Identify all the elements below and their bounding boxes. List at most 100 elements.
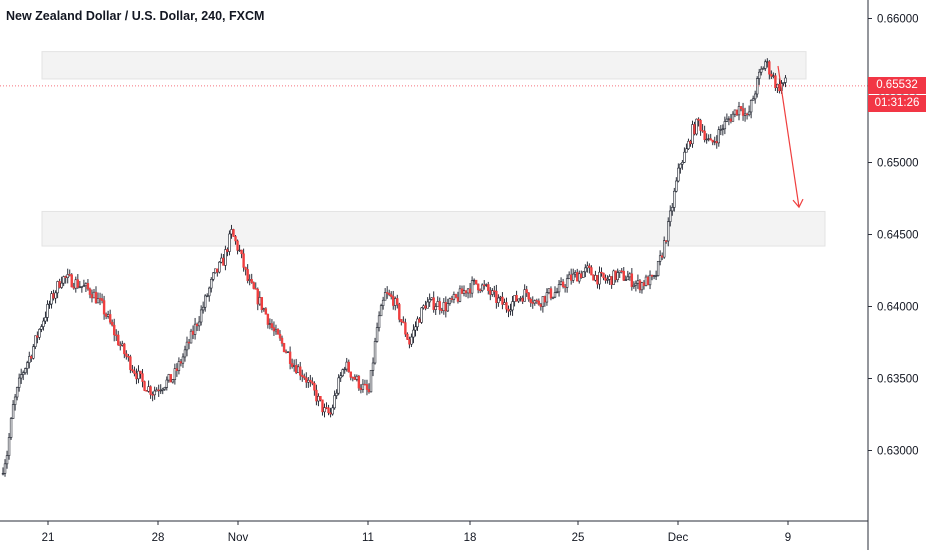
candle bbox=[450, 295, 454, 303]
candle-body bbox=[569, 274, 573, 281]
candle bbox=[648, 270, 652, 290]
candle-body bbox=[78, 286, 82, 288]
candle bbox=[46, 300, 49, 322]
candle bbox=[640, 281, 644, 294]
candle bbox=[727, 116, 731, 126]
candle-body bbox=[539, 304, 543, 307]
candle-body bbox=[582, 271, 585, 278]
candle bbox=[707, 134, 710, 142]
candle-body bbox=[658, 255, 662, 262]
candle-body bbox=[167, 374, 171, 381]
candle-body bbox=[622, 270, 625, 281]
candle bbox=[776, 83, 779, 94]
candle-body bbox=[507, 308, 510, 312]
candle-body bbox=[38, 329, 41, 338]
candle-body bbox=[149, 386, 152, 395]
candle bbox=[40, 324, 43, 333]
candle-body bbox=[416, 318, 419, 328]
candle bbox=[299, 361, 302, 381]
candle-body bbox=[13, 396, 17, 405]
candle bbox=[377, 311, 381, 332]
candle bbox=[248, 274, 251, 286]
candle-body bbox=[240, 249, 243, 255]
candle bbox=[268, 318, 272, 330]
candle-body bbox=[367, 389, 371, 393]
candle-body bbox=[102, 300, 106, 315]
candle bbox=[236, 239, 239, 255]
candle bbox=[104, 312, 108, 320]
candle-body bbox=[493, 290, 496, 292]
candle bbox=[662, 236, 666, 259]
candle bbox=[3, 459, 7, 477]
candle-body bbox=[74, 279, 77, 289]
candle bbox=[56, 280, 59, 299]
candle-body bbox=[616, 272, 619, 280]
candle bbox=[327, 404, 330, 416]
overlay-layer bbox=[0, 65, 868, 209]
candle bbox=[323, 403, 326, 418]
candle bbox=[17, 373, 21, 392]
candle-body bbox=[398, 304, 401, 320]
candle-body bbox=[572, 273, 575, 281]
candle bbox=[5, 450, 9, 469]
candle-body bbox=[563, 286, 567, 288]
candle bbox=[422, 304, 425, 310]
candle-body bbox=[169, 374, 173, 383]
candle bbox=[143, 380, 146, 392]
candle bbox=[495, 284, 498, 309]
candle-body bbox=[774, 75, 777, 88]
candle-body bbox=[519, 297, 522, 300]
candle bbox=[58, 278, 61, 289]
candle-body bbox=[60, 282, 63, 288]
candle bbox=[76, 274, 80, 289]
y-tick-label: 0.64500 bbox=[877, 230, 919, 242]
candle bbox=[774, 73, 777, 91]
candle-body bbox=[721, 128, 725, 130]
candle bbox=[113, 318, 116, 342]
candle-body bbox=[533, 300, 536, 304]
candle bbox=[44, 311, 47, 325]
candle-body bbox=[333, 395, 336, 409]
candle-body bbox=[400, 319, 403, 323]
candle bbox=[216, 268, 219, 277]
candle bbox=[396, 294, 399, 309]
candle bbox=[264, 307, 268, 315]
candle-body bbox=[580, 273, 583, 278]
candle bbox=[297, 364, 300, 374]
candle bbox=[580, 270, 583, 279]
candle-body bbox=[385, 292, 389, 294]
candle bbox=[280, 335, 284, 347]
candle bbox=[262, 307, 266, 312]
y-tick-label: 0.64000 bbox=[877, 302, 919, 314]
candle bbox=[286, 351, 290, 354]
candle bbox=[464, 290, 468, 298]
candle-body bbox=[161, 388, 164, 391]
candle-body bbox=[177, 361, 181, 371]
candle-body bbox=[84, 283, 88, 287]
candle bbox=[501, 292, 504, 310]
candle-body bbox=[703, 130, 706, 140]
candle-body bbox=[491, 290, 494, 295]
x-tick-label: 11 bbox=[362, 532, 374, 544]
candle bbox=[385, 286, 389, 299]
candle bbox=[551, 296, 555, 300]
candle-body bbox=[68, 274, 71, 276]
candle bbox=[266, 313, 270, 329]
candle bbox=[693, 121, 696, 136]
candle-body bbox=[301, 374, 304, 377]
candle-body bbox=[58, 281, 61, 288]
candle-body bbox=[268, 323, 272, 325]
candle bbox=[13, 393, 17, 411]
candle-body bbox=[246, 269, 249, 281]
candle-body bbox=[747, 111, 751, 116]
candle bbox=[7, 433, 11, 460]
candle-body bbox=[254, 288, 257, 290]
candle bbox=[762, 66, 765, 70]
candle-body bbox=[216, 268, 219, 273]
candle-body bbox=[586, 265, 589, 269]
candle bbox=[357, 374, 361, 391]
candle-body bbox=[521, 297, 524, 302]
candle bbox=[507, 305, 510, 318]
